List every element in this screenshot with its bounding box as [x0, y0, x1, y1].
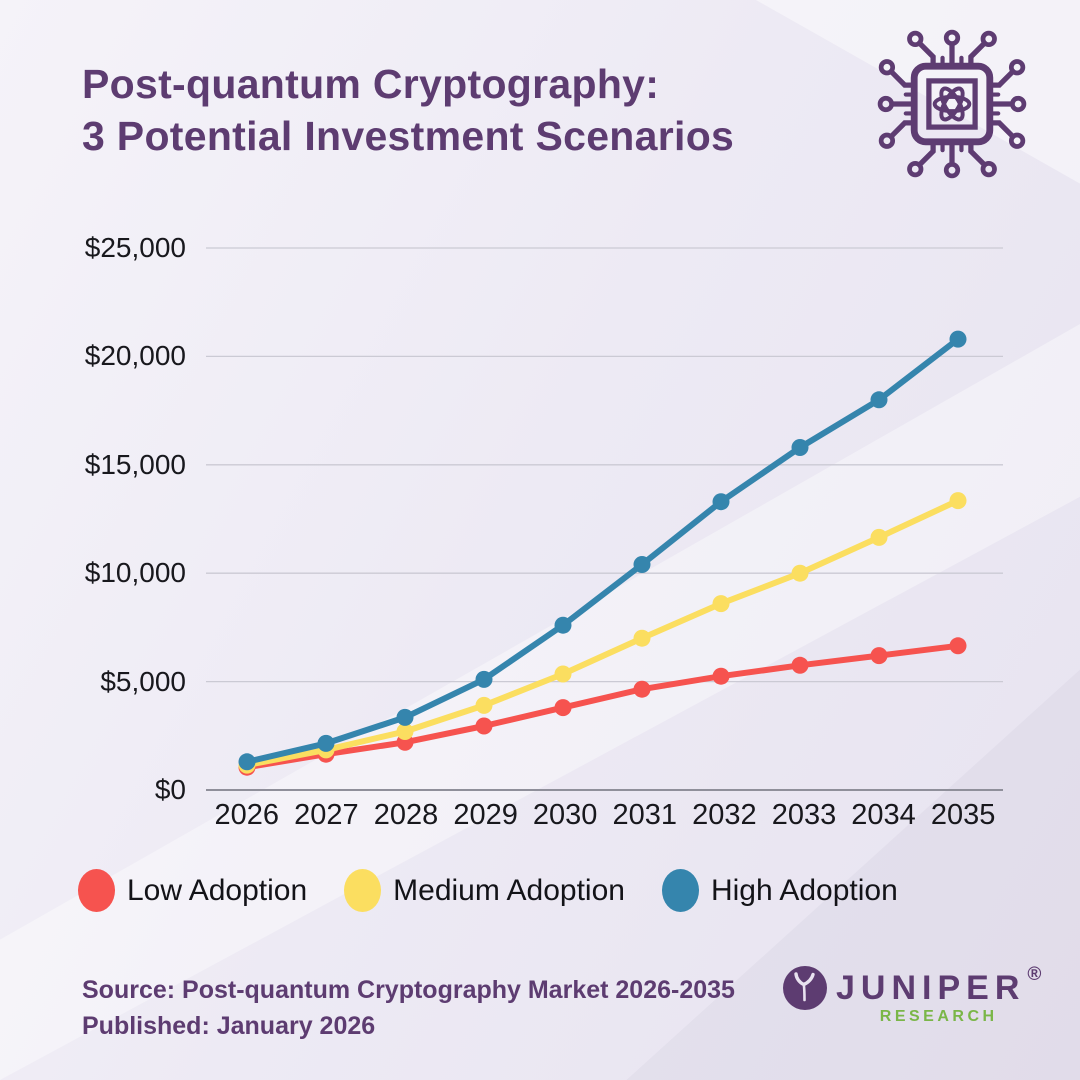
- legend-label: High Adoption: [710, 873, 898, 907]
- atom-icon: [932, 86, 972, 122]
- published-text: Published: January 2026: [82, 1012, 376, 1040]
- x-axis-label: 2028: [373, 799, 439, 831]
- chart-series: [238, 330, 967, 776]
- y-axis-label: $20,000: [84, 340, 186, 372]
- data-point: [554, 616, 572, 634]
- x-axis-labels: 2026 2027 2028 2029 2030 2031 2032 2033 …: [207, 799, 1003, 832]
- x-axis-label: 2026: [214, 799, 280, 831]
- juniper-sprig-icon: [783, 966, 827, 1010]
- legend-dot-low-icon: [78, 869, 115, 912]
- chip-pins: [877, 29, 1027, 179]
- series-low-adoption: [238, 637, 967, 776]
- data-point: [475, 696, 493, 714]
- data-point: [475, 717, 493, 735]
- data-point: [396, 723, 414, 740]
- y-axis-label: $0: [154, 774, 186, 805]
- data-point: [949, 637, 967, 655]
- x-axis-label: 2030: [532, 799, 598, 831]
- source-block: Source: Post-quantum Cryptography Market…: [82, 972, 735, 1044]
- data-point: [712, 493, 730, 511]
- data-point: [475, 670, 493, 688]
- data-point: [712, 595, 730, 613]
- brand-subtitle-text: RESEARCH: [879, 1008, 998, 1025]
- data-point: [791, 564, 809, 582]
- data-point: [238, 756, 256, 774]
- data-point: [317, 745, 335, 763]
- legend-dot-medium-icon: [344, 869, 382, 912]
- x-axis-label: 2033: [771, 799, 837, 831]
- page-title: Post-quantum Cryptography: 3 Potential I…: [82, 58, 734, 162]
- data-point: [870, 391, 888, 409]
- data-point: [712, 667, 730, 685]
- registered-mark: ®: [1027, 964, 1042, 985]
- data-point: [317, 734, 335, 752]
- legend-dot-high-icon: [661, 869, 699, 912]
- data-point: [791, 439, 809, 456]
- x-axis-label: 2027: [294, 799, 359, 831]
- chart-legend: Low Adoption Medium Adoption High Adopti…: [78, 869, 898, 912]
- series-medium-adoption: [238, 492, 967, 774]
- page-title-line2: 3 Potential Investment Scenarios: [82, 113, 735, 159]
- data-point: [949, 492, 967, 510]
- gridlines: [206, 247, 1003, 791]
- x-axis-label: 2032: [692, 799, 757, 831]
- juniper-wordmark: JUNIPER ® RESEARCH: [836, 965, 1041, 1026]
- data-point: [633, 680, 651, 698]
- y-axis-label: $25,000: [84, 232, 186, 263]
- data-point: [870, 528, 888, 546]
- data-point: [633, 556, 651, 573]
- x-axis-label: 2031: [612, 799, 678, 831]
- brand-name-text: JUNIPER: [836, 969, 1026, 1007]
- data-point: [238, 753, 256, 771]
- legend-item-low-adoption: Low Adoption: [78, 869, 307, 912]
- legend-item-medium-adoption: Medium Adoption: [344, 869, 625, 912]
- data-point: [791, 656, 809, 674]
- y-axis-label: $5,000: [100, 665, 186, 697]
- x-axis-label: 2034: [851, 799, 916, 831]
- x-axis-label: 2029: [453, 799, 518, 831]
- data-point: [238, 758, 256, 776]
- y-axis-label: $15,000: [84, 448, 186, 480]
- data-point: [317, 741, 335, 759]
- data-point: [396, 708, 414, 726]
- quantum-chip-icon: [877, 29, 1027, 179]
- juniper-research-logo: JUNIPER ® RESEARCH: [779, 962, 1041, 1026]
- data-point: [554, 665, 572, 683]
- source-text: Source: Post-quantum Cryptography Market…: [82, 976, 735, 1004]
- x-axis-label: 2035: [930, 799, 996, 831]
- page-title-line1: Post-quantum Cryptography:: [82, 61, 660, 107]
- y-axis-label: $10,000: [84, 557, 186, 589]
- legend-label: Low Adoption: [127, 873, 308, 907]
- series-high-adoption: [238, 330, 967, 771]
- legend-label: Medium Adoption: [393, 873, 625, 907]
- data-point: [949, 330, 967, 348]
- data-point: [554, 699, 572, 717]
- data-point: [633, 629, 651, 647]
- legend-item-high-adoption: High Adoption: [661, 869, 898, 912]
- data-point: [396, 733, 414, 751]
- data-point: [870, 647, 888, 665]
